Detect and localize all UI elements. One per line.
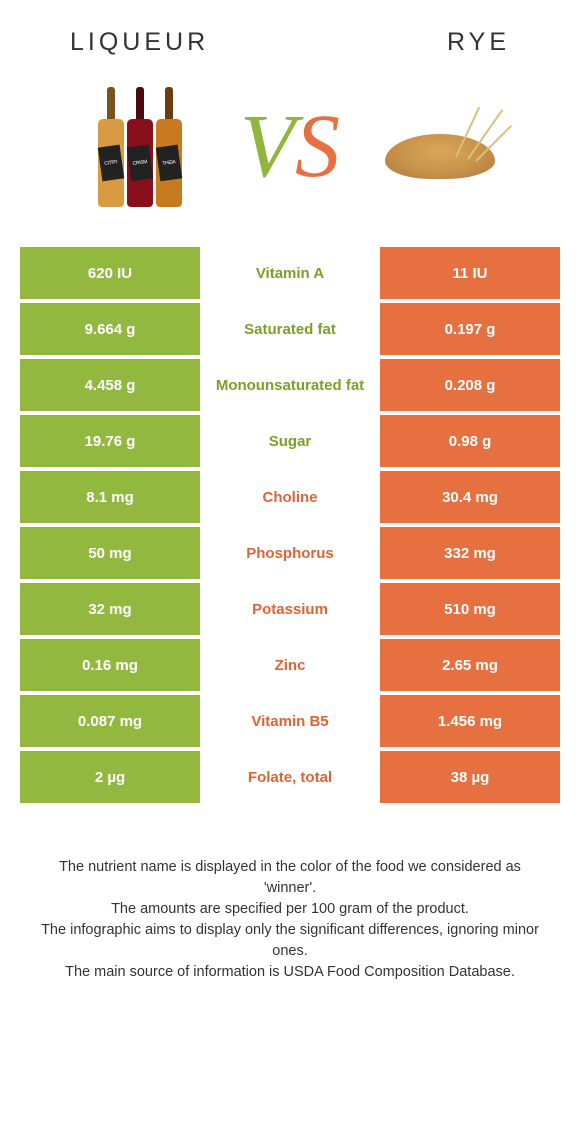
cell-left-value: 2 µg	[20, 751, 200, 803]
cell-left-value: 19.76 g	[20, 415, 200, 467]
table-row: 19.76 gSugar0.98 g	[20, 415, 560, 467]
table-row: 4.458 gMonounsaturated fat0.208 g	[20, 359, 560, 411]
table-row: 2 µgFolate, total38 µg	[20, 751, 560, 803]
cell-left-value: 9.664 g	[20, 303, 200, 355]
cell-right-value: 0.208 g	[380, 359, 560, 411]
table-row: 32 mgPotassium510 mg	[20, 583, 560, 635]
cell-right-value: 1.456 mg	[380, 695, 560, 747]
cell-nutrient-name: Vitamin A	[200, 247, 380, 299]
cell-nutrient-name: Monounsaturated fat	[200, 359, 380, 411]
table-row: 620 IUVitamin A11 IU	[20, 247, 560, 299]
cell-left-value: 0.16 mg	[20, 639, 200, 691]
table-row: 0.16 mgZinc2.65 mg	[20, 639, 560, 691]
table-row: 9.664 gSaturated fat0.197 g	[20, 303, 560, 355]
footer-line: The main source of information is USDA F…	[36, 962, 544, 983]
comparison-table: 620 IUVitamin A11 IU9.664 gSaturated fat…	[20, 247, 560, 803]
vs-label: VS	[240, 102, 340, 192]
cell-left-value: 32 mg	[20, 583, 200, 635]
table-row: 8.1 mgCholine30.4 mg	[20, 471, 560, 523]
cell-left-value: 0.087 mg	[20, 695, 200, 747]
title-right: RYE	[447, 28, 510, 57]
cell-nutrient-name: Folate, total	[200, 751, 380, 803]
cell-right-value: 2.65 mg	[380, 639, 560, 691]
cell-nutrient-name: Potassium	[200, 583, 380, 635]
cell-left-value: 4.458 g	[20, 359, 200, 411]
cell-right-value: 332 mg	[380, 527, 560, 579]
cell-right-value: 11 IU	[380, 247, 560, 299]
bottle-icon: CRISM	[127, 87, 153, 207]
vs-v: V	[240, 97, 295, 196]
cell-left-value: 620 IU	[20, 247, 200, 299]
footer-line: The amounts are specified per 100 gram o…	[36, 899, 544, 920]
vs-row: CITRYCRISMTHEIA VS	[0, 67, 580, 247]
rye-image	[370, 77, 510, 217]
table-row: 0.087 mgVitamin B51.456 mg	[20, 695, 560, 747]
cell-nutrient-name: Zinc	[200, 639, 380, 691]
header-row: LIQUEUR RYE	[0, 0, 580, 67]
bottle-icon: THEIA	[156, 87, 182, 207]
cell-left-value: 50 mg	[20, 527, 200, 579]
cell-right-value: 30.4 mg	[380, 471, 560, 523]
cell-right-value: 38 µg	[380, 751, 560, 803]
footer-line: The nutrient name is displayed in the co…	[36, 857, 544, 899]
cell-left-value: 8.1 mg	[20, 471, 200, 523]
footer-notes: The nutrient name is displayed in the co…	[0, 807, 580, 983]
title-left: LIQUEUR	[70, 28, 209, 57]
cell-nutrient-name: Vitamin B5	[200, 695, 380, 747]
vs-s: S	[295, 97, 340, 196]
cell-right-value: 510 mg	[380, 583, 560, 635]
cell-nutrient-name: Phosphorus	[200, 527, 380, 579]
cell-right-value: 0.98 g	[380, 415, 560, 467]
cell-nutrient-name: Choline	[200, 471, 380, 523]
cell-right-value: 0.197 g	[380, 303, 560, 355]
footer-line: The infographic aims to display only the…	[36, 920, 544, 962]
cell-nutrient-name: Sugar	[200, 415, 380, 467]
table-row: 50 mgPhosphorus332 mg	[20, 527, 560, 579]
bottle-icon: CITRY	[98, 87, 124, 207]
liqueur-image: CITRYCRISMTHEIA	[70, 77, 210, 217]
cell-nutrient-name: Saturated fat	[200, 303, 380, 355]
